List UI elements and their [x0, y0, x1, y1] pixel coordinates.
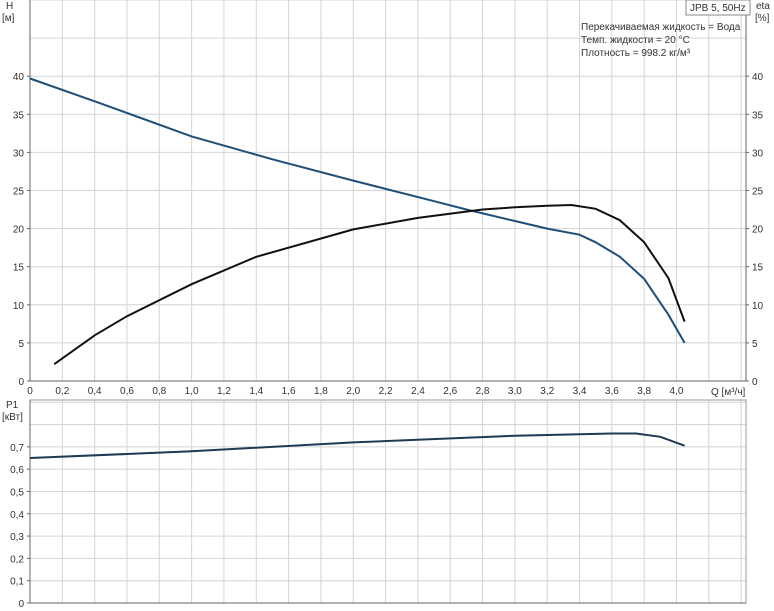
y-tick: 0,4 — [10, 510, 24, 521]
y-tick-left: 15 — [13, 263, 25, 274]
y-label-left-2: [м] — [2, 13, 15, 24]
p1-label-1: P1 — [6, 400, 19, 411]
y-tick-right: 30 — [752, 148, 764, 159]
y-tick-right: 40 — [752, 72, 764, 83]
x-tick: 0,4 — [88, 386, 102, 397]
x-tick: 0,8 — [152, 386, 166, 397]
x-tick: 3,2 — [540, 386, 554, 397]
y-tick-right: 0 — [752, 377, 758, 388]
x-tick: 2,6 — [443, 386, 457, 397]
bottom-plot: 0 0,1 0,2 0,3 0,4 0,5 0,6 0,7 — [10, 399, 747, 610]
x-tick: 1,6 — [282, 386, 296, 397]
x-tick: 0,2 — [55, 386, 69, 397]
title-text: JPB 5, 50Hz — [690, 3, 746, 14]
x-tick: 0 — [27, 386, 33, 397]
info-line-2: Темп. жидкости = 20 °C — [581, 35, 690, 46]
curve-P1 — [29, 432, 685, 459]
title-box — [685, 0, 751, 16]
y-tick: 0,3 — [10, 532, 24, 543]
x-tick: 1,8 — [314, 386, 328, 397]
y-tick-right: 35 — [752, 110, 764, 121]
x-tick: 3,8 — [637, 386, 651, 397]
y-tick-left: 35 — [13, 110, 25, 121]
y-tick-left: 40 — [13, 72, 25, 83]
x-tick: 3,6 — [605, 386, 619, 397]
x-tick: 1,2 — [217, 386, 231, 397]
x-tick: 1,0 — [185, 386, 199, 397]
y-tick-right: 20 — [752, 225, 764, 236]
y-tick: 0,7 — [10, 443, 24, 454]
curve-H — [29, 77, 686, 344]
info-line-1: Перекачиваемая жидкость = Вода — [581, 22, 741, 33]
y-tick: 0,2 — [10, 554, 24, 565]
x-tick: 3,4 — [573, 386, 587, 397]
x-tick: 2,4 — [411, 386, 425, 397]
y-tick-left: 0 — [18, 377, 24, 388]
y-label-left-1: H — [6, 1, 13, 12]
curve-eta — [53, 203, 686, 366]
y-tick-right: 15 — [752, 263, 764, 274]
y-tick: 0,5 — [10, 487, 24, 498]
x-tick: 0,6 — [120, 386, 134, 397]
y-label-right-1: eta — [756, 1, 770, 12]
x-tick: 1,4 — [249, 386, 263, 397]
y-tick-left: 10 — [13, 301, 25, 312]
x-tick: 4,0 — [670, 386, 684, 397]
y-tick-right: 25 — [752, 187, 764, 198]
plot-frame — [29, 399, 747, 604]
x-axis-label: Q [м³/ч] — [711, 387, 746, 398]
x-tick: 2,0 — [346, 386, 360, 397]
y-tick-left: 5 — [18, 339, 24, 350]
y-tick-left: 25 — [13, 187, 25, 198]
y-label-right-2: [%] — [755, 13, 770, 24]
info-line-3: Плотность = 998.2 кг/м³ — [581, 48, 691, 59]
p1-label-2: [кВт] — [2, 412, 23, 423]
y-tick-right: 5 — [752, 339, 758, 350]
y-tick-right: 10 — [752, 301, 764, 312]
x-tick: 2,2 — [379, 386, 393, 397]
y-tick: 0,6 — [10, 465, 24, 476]
x-tick: 2,8 — [476, 386, 490, 397]
y-tick-left: 20 — [13, 225, 25, 236]
y-tick: 0 — [18, 599, 24, 610]
y-tick-left: 30 — [13, 148, 25, 159]
x-tick: 3,0 — [508, 386, 522, 397]
y-tick: 0,1 — [10, 577, 24, 588]
